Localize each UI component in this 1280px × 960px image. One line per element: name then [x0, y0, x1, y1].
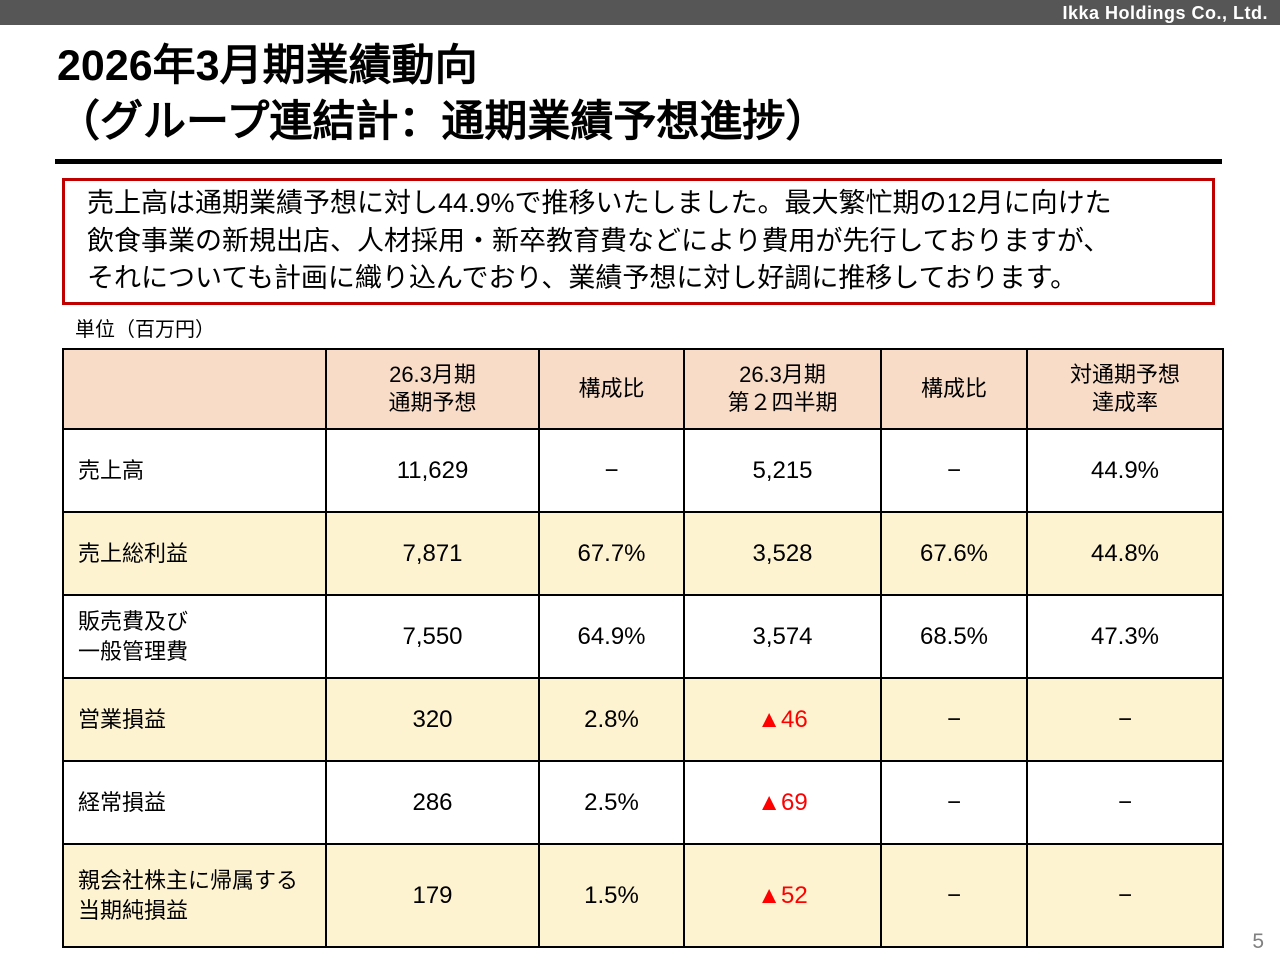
row-label: 営業損益	[62, 677, 327, 763]
slide-title-line1: 2026年3月期業績動向	[57, 42, 478, 90]
table-cell: 320	[325, 677, 540, 763]
table-cell: 64.9%	[538, 594, 685, 680]
row-label: 売上総利益	[62, 511, 327, 597]
topbar: Ikka Holdings Co., Ltd.	[0, 0, 1280, 25]
row-label: 親会社株主に帰属する 当期純損益	[62, 843, 327, 949]
table-header-cell-4: 構成比	[880, 348, 1028, 431]
table-cell: 47.3%	[1026, 594, 1224, 680]
table-cell: 2.5%	[538, 760, 685, 846]
table-cell: −	[538, 428, 685, 514]
table-head: 26.3月期 通期予想 構成比 26.3月期 第２四半期 構成比 対通期予想 達成率	[62, 348, 1224, 431]
table-cell: 2.8%	[538, 677, 685, 763]
table-row: 売上総利益 7,871 67.7% 3,528 67.6% 44.8%	[62, 511, 1224, 597]
table-row: 売上高 11,629−5,215−44.9%	[62, 428, 1224, 514]
table-cell: 179	[325, 843, 540, 949]
table-body: 売上高 11,629−5,215−44.9% 売上総利益 7,871 67.7% 3,52…	[62, 428, 1224, 949]
page-number: 5	[1252, 930, 1264, 953]
table-header-cell-5: 対通期予想 達成率	[1026, 348, 1224, 431]
table-cell: 44.9%	[1026, 428, 1224, 514]
row-label: 経常損益	[62, 760, 327, 846]
row-label: 売上高	[62, 428, 327, 514]
table-cell: 3,574	[683, 594, 882, 680]
table-cell: −	[1026, 677, 1224, 763]
table-header-cell-1: 26.3月期 通期予想	[325, 348, 540, 431]
slide-title: 2026年3月期業績動向 （グループ連結計：通期業績予想進捗）	[57, 39, 1280, 151]
table-cell: ▲52	[683, 843, 882, 949]
title-underline	[55, 158, 1222, 164]
table-cell: 286	[325, 760, 540, 846]
table-cell: 68.5%	[880, 594, 1028, 680]
table-cell: 5,215	[683, 428, 882, 514]
table-cell: 7,871	[325, 511, 540, 597]
unit-label: 単位（百万円）	[75, 319, 215, 342]
table-cell: −	[880, 843, 1028, 949]
table-cell: −	[1026, 760, 1224, 846]
table-cell: 3,528	[683, 511, 882, 597]
table-header-row: 26.3月期 通期予想 構成比 26.3月期 第２四半期 構成比 対通期予想 達成率	[62, 348, 1224, 431]
row-label: 販売費及び 一般管理費	[62, 594, 327, 680]
table-cell: 7,550	[325, 594, 540, 680]
table-cell: 67.7%	[538, 511, 685, 597]
company-name: Ikka Holdings Co., Ltd.	[1062, 2, 1268, 23]
table-cell: 67.6%	[880, 511, 1028, 597]
highlight-box: 売上高は通期業績予想に対し44.9%で推移いたしました。最大繁忙期の12月に向け…	[62, 177, 1215, 306]
table-cell: ▲46	[683, 677, 882, 763]
table-cell: −	[880, 677, 1028, 763]
table-cell: −	[1026, 843, 1224, 949]
table-cell: −	[880, 760, 1028, 846]
table-cell: 11,629	[325, 428, 540, 514]
table-row: 営業損益 320 2.8% ▲46− −	[62, 677, 1224, 763]
table-row: 親会社株主に帰属する 当期純損益 179 1.5% ▲52− −	[62, 843, 1224, 949]
table-header-cell-2: 構成比	[538, 348, 685, 431]
slide-title-line2: （グループ連結計：通期業績予想進捗）	[57, 97, 829, 146]
table-cell: 44.8%	[1026, 511, 1224, 597]
table-row: 販売費及び 一般管理費 7,550 64.9% 3,574 68.5% 47.3%	[62, 594, 1224, 680]
results-table: 26.3月期 通期予想 構成比 26.3月期 第２四半期 構成比 対通期予想 達成率 売…	[62, 348, 1224, 949]
table-row: 経常損益 286 2.5% ▲69− −	[62, 760, 1224, 846]
table-cell: −	[880, 428, 1028, 514]
table-header-cell-3: 26.3月期 第２四半期	[683, 348, 882, 431]
table-cell: ▲69	[683, 760, 882, 846]
table-header-cell-0	[62, 348, 327, 431]
table-cell: 1.5%	[538, 843, 685, 949]
highlight-text: 売上高は通期業績予想に対し44.9%で推移いたしました。最大繁忙期の12月に向け…	[87, 187, 1112, 294]
